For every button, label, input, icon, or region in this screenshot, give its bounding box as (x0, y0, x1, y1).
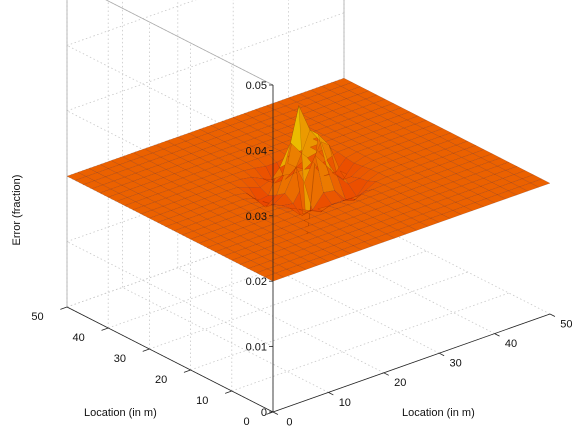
z-tick-label: 0.03 (246, 211, 267, 223)
x-tick-label: 0 (286, 416, 292, 428)
x-tick-mark (272, 411, 279, 415)
x-tick-label: 30 (449, 358, 461, 370)
z-axis-title: Error (fraction) (11, 175, 23, 246)
z-tick-label: 0 (261, 407, 267, 419)
x-axis-line (272, 313, 551, 413)
front-edges (60, 84, 556, 415)
y-tick-label: 20 (155, 374, 167, 386)
x-tick-mark (494, 333, 500, 337)
x-tick-label: 20 (394, 377, 406, 389)
y-tick-mark (225, 390, 232, 394)
y-tick-mark (101, 327, 109, 331)
y-tick-label: 40 (73, 332, 85, 344)
tick-labels: 0 10 20 30 40 50 0 10 20 30 40 50 0 0.01 0.02 0.03 0.04 0… (31, 80, 572, 428)
y-axis-line (66, 306, 274, 413)
x-tick-label: 50 (560, 318, 572, 330)
error-surface (66, 78, 551, 282)
surface-patch (332, 78, 353, 87)
floor-grid-line (190, 271, 468, 371)
left-wall-grid-line (105, 0, 274, 86)
floor-grid-line (231, 292, 509, 392)
x-tick-mark (383, 372, 389, 376)
floor-grid-line (177, 267, 384, 374)
right-wall-grid-line (66, 0, 197, 46)
y-tick-mark (142, 348, 150, 352)
z-tick-label: 0.05 (246, 80, 267, 92)
x-tick-mark (328, 392, 334, 396)
y-tick-label: 30 (114, 353, 126, 365)
y-tick-label: 50 (31, 311, 43, 323)
x-tick-label: 10 (339, 397, 351, 409)
floor-grid-line (122, 287, 329, 393)
y-tick-mark (183, 369, 191, 373)
left-wall-grid-line (66, 110, 274, 217)
left-wall-grid-line (66, 241, 274, 347)
surface-patch (348, 86, 370, 95)
z-tick-label: 0.04 (246, 145, 267, 157)
x-tick-mark (439, 352, 445, 357)
right-wall-grid-line (66, 12, 345, 112)
z-tick-label: 0.02 (246, 276, 267, 288)
panel-edge (105, 0, 274, 86)
y-axis-title: Location (in m) (84, 407, 157, 419)
surface-patch (505, 166, 526, 175)
left-wall-grid-line (66, 45, 274, 151)
surface-patch (521, 174, 543, 184)
x-tick-mark (549, 313, 556, 317)
y-tick-label: 0 (243, 416, 249, 428)
x-tick-label: 40 (505, 338, 517, 350)
z-tick-label: 0.01 (246, 342, 267, 354)
y-tick-label: 10 (196, 395, 208, 407)
floor-grid-line (149, 250, 427, 350)
surface-patch (530, 178, 551, 188)
x-axis-title: Location (in m) (402, 407, 475, 419)
surface-patch (513, 170, 534, 179)
surface-patch (381, 103, 403, 112)
y-tick-mark (60, 306, 68, 310)
surface-patch (357, 90, 378, 100)
